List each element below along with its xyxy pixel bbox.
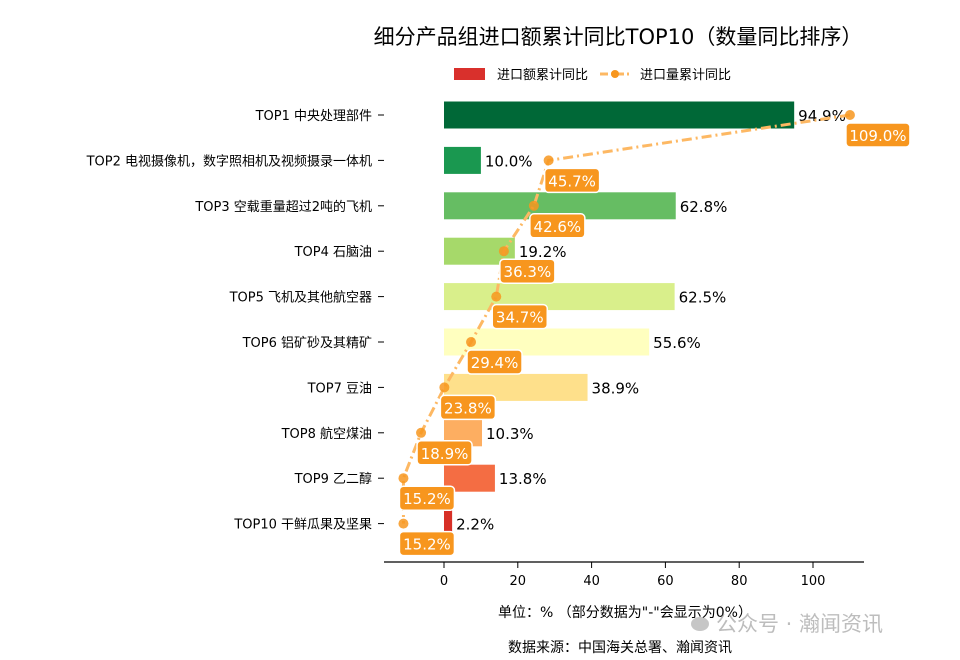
line-value-label: 36.3% bbox=[504, 263, 552, 281]
bar-value-label: 10.3% bbox=[486, 425, 534, 443]
line-value-label: 23.8% bbox=[444, 399, 492, 417]
x-tick-label: 40 bbox=[583, 574, 600, 589]
line-value-label: 15.2% bbox=[403, 490, 451, 508]
line-point bbox=[416, 427, 427, 438]
bar-value-label: 38.9% bbox=[592, 379, 640, 397]
line-point bbox=[398, 518, 409, 529]
bar-value-label: 13.8% bbox=[499, 470, 547, 488]
line-series bbox=[401, 113, 851, 524]
line-point bbox=[498, 246, 509, 257]
line-value-label: 42.6% bbox=[534, 218, 582, 236]
bar bbox=[444, 146, 481, 174]
line-value-label: 34.7% bbox=[496, 309, 544, 327]
category-label: TOP5 飞机及其他航空器 bbox=[229, 290, 372, 306]
x-axis: 0 20 40 60 80 100 bbox=[384, 561, 864, 589]
line-label-box bbox=[466, 349, 523, 375]
legend: 进口额累计同比 进口量累计同比 bbox=[454, 68, 731, 83]
line-value-label: 109.0% bbox=[849, 127, 906, 145]
category-label: TOP10 干鲜瓜果及坚果 bbox=[233, 518, 372, 533]
legend-line-label: 进口量累计同比 bbox=[640, 68, 731, 83]
bar-value-label: 62.5% bbox=[679, 289, 727, 307]
category-label: TOP7 豆油 bbox=[307, 381, 372, 396]
x-tick-label: 80 bbox=[731, 574, 748, 589]
line-value-label: 29.4% bbox=[471, 354, 519, 372]
category-label: TOP9 乙二醇 bbox=[294, 471, 372, 487]
category-label: TOP6 铝矿砂及其精矿 bbox=[242, 336, 372, 351]
line-point bbox=[491, 291, 502, 302]
line-point bbox=[466, 337, 477, 347]
line-point bbox=[528, 200, 539, 211]
watermark: 公众号 · 瀚闻资讯 bbox=[691, 612, 883, 636]
legend-bar-swatch bbox=[454, 68, 485, 80]
line-point bbox=[844, 110, 855, 120]
line-label-box bbox=[845, 122, 911, 148]
chart-title: 细分产品组进口额累计同比TOP10（数量同比排序） bbox=[374, 25, 863, 49]
category-label: TOP2 电视摄像机，数字照相机及视频摄录一体机 bbox=[86, 154, 372, 169]
x-tick-label: 60 bbox=[657, 574, 674, 589]
line-label-box bbox=[416, 440, 473, 466]
line-label-box bbox=[529, 213, 586, 239]
bar-value-label: 2.2% bbox=[456, 516, 494, 534]
line-value-label: 45.7% bbox=[548, 172, 596, 190]
line-point bbox=[543, 155, 554, 166]
bar-value-label: 19.2% bbox=[519, 243, 567, 261]
x-tick-label: 20 bbox=[510, 574, 527, 589]
line-label-box bbox=[439, 394, 497, 421]
x-axis-label: 单位：% （部分数据为"-"会显示为0%） bbox=[498, 605, 752, 621]
category-label: TOP3 空载重量超过2吨的飞机 bbox=[194, 199, 372, 215]
x-tick-label: 0 bbox=[440, 574, 448, 589]
category-label: TOP1 中央处理部件 bbox=[255, 109, 372, 124]
line-label-box bbox=[398, 485, 456, 511]
line-point bbox=[398, 473, 409, 484]
watermark-text: 公众号 · 瀚闻资讯 bbox=[716, 612, 883, 636]
x-tick-label: 100 bbox=[801, 574, 826, 589]
line-value-label: 18.9% bbox=[421, 445, 469, 463]
line-label-box bbox=[491, 303, 549, 330]
line-label-box bbox=[543, 167, 601, 194]
bar bbox=[444, 101, 795, 129]
line-value-label: 15.2% bbox=[403, 536, 451, 554]
legend-line-marker bbox=[611, 70, 619, 78]
legend-bar-label: 进口额累计同比 bbox=[497, 68, 588, 83]
bar-value-label: 10.0% bbox=[485, 152, 533, 170]
line-label-box bbox=[398, 530, 456, 557]
wechat-icon bbox=[691, 617, 709, 631]
bar-value-label: 55.6% bbox=[653, 334, 701, 352]
source-note: 数据来源：中国海关总署、瀚闻资讯 bbox=[508, 640, 732, 656]
bar-value-label: 62.8% bbox=[680, 198, 728, 216]
line-point bbox=[439, 382, 450, 393]
bar bbox=[444, 283, 675, 311]
category-label: TOP8 航空煤油 bbox=[281, 426, 372, 442]
category-label: TOP4 石脑油 bbox=[294, 245, 372, 260]
bar bbox=[444, 510, 453, 538]
line-label-box bbox=[499, 258, 556, 284]
